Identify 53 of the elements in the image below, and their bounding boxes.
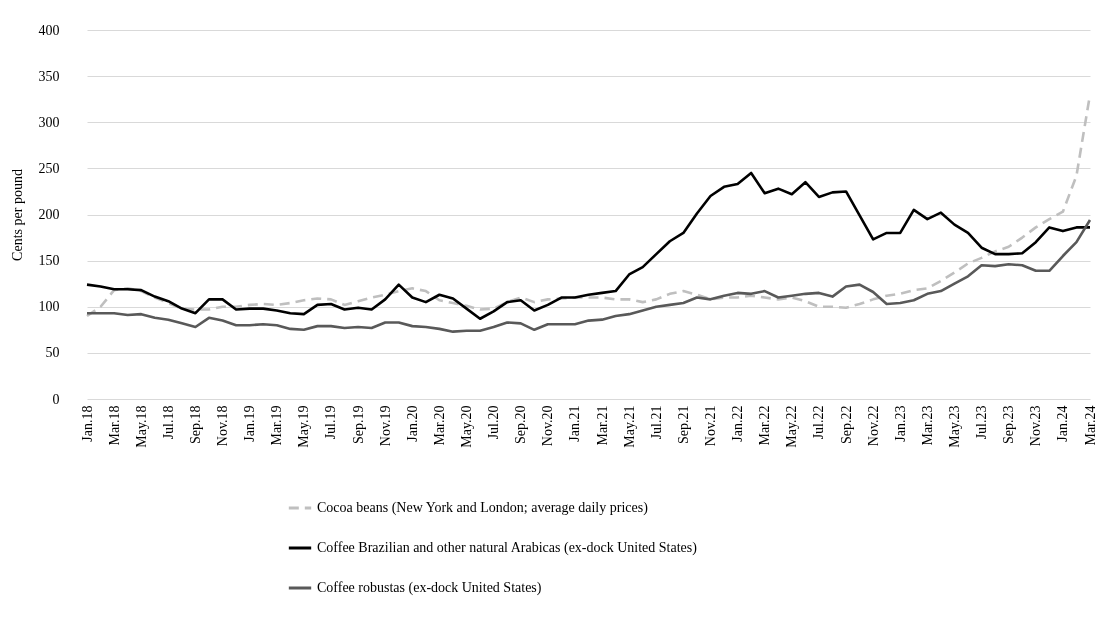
x-tick-label: Sep.18 bbox=[187, 405, 203, 444]
x-tick-label: Sep.20 bbox=[513, 405, 529, 444]
x-tick-label: Jan.19 bbox=[242, 405, 258, 442]
legend-label: Cocoa beans (New York and London; average daily prices) bbox=[317, 500, 649, 516]
x-tick-label: Jan.24 bbox=[1055, 405, 1071, 442]
y-tick-label: 0 bbox=[52, 391, 60, 407]
x-tick-label: Jan.21 bbox=[567, 405, 583, 442]
x-tick-label: Mar.24 bbox=[1082, 405, 1098, 446]
x-tick-label: Jul.22 bbox=[811, 405, 827, 440]
legend-label: Coffee Brazilian and other natural Arabicas (ex-dock United States) bbox=[317, 540, 698, 556]
x-tick-label: Sep.21 bbox=[675, 405, 691, 444]
y-tick-label: 350 bbox=[38, 68, 60, 84]
x-tick-label: May.21 bbox=[621, 405, 637, 448]
y-axis-title: Cents per pound bbox=[9, 169, 25, 261]
x-tick-label: May.20 bbox=[459, 405, 475, 448]
x-tick-label: May.23 bbox=[946, 405, 962, 448]
x-tick-label: Nov.22 bbox=[865, 405, 881, 447]
x-tick-label: Sep.23 bbox=[1001, 405, 1017, 444]
x-tick-label: Mar.21 bbox=[594, 405, 610, 446]
legend-label: Coffee robustas (ex-dock United States) bbox=[317, 580, 542, 596]
x-tick-label: Jul.23 bbox=[974, 405, 990, 440]
x-tick-label: Jan.23 bbox=[892, 405, 908, 442]
x-tick-label: Jan.18 bbox=[79, 405, 95, 442]
x-tick-label: Nov.23 bbox=[1028, 405, 1044, 447]
x-tick-label: Mar.18 bbox=[106, 405, 122, 446]
line-series bbox=[85, 171, 1092, 321]
x-tick-label: Jul.20 bbox=[486, 405, 502, 440]
x-tick-label: Nov.21 bbox=[702, 405, 718, 447]
x-tick-label: Mar.20 bbox=[431, 405, 447, 446]
x-tick-label: Mar.23 bbox=[919, 405, 935, 446]
x-tick-label: Nov.18 bbox=[215, 405, 231, 447]
x-tick-label: May.22 bbox=[784, 405, 800, 448]
x-tick-label: Jul.19 bbox=[323, 405, 339, 440]
x-tick-label: Mar.22 bbox=[757, 405, 773, 446]
line-series bbox=[85, 218, 1092, 333]
x-tick-label: Mar.19 bbox=[269, 405, 285, 446]
x-tick-label: Sep.22 bbox=[838, 405, 854, 444]
y-tick-label: 50 bbox=[45, 345, 60, 361]
x-tick-label: Jan.20 bbox=[404, 405, 420, 442]
y-tick-label: 250 bbox=[38, 160, 60, 176]
x-tick-label: Jul.18 bbox=[160, 405, 176, 440]
x-tick-label: Nov.20 bbox=[540, 405, 556, 447]
y-tick-label: 400 bbox=[38, 22, 60, 38]
y-tick-label: 150 bbox=[38, 253, 60, 269]
x-tick-label: Jul.21 bbox=[648, 405, 664, 440]
x-tick-label: Sep.19 bbox=[350, 405, 366, 444]
y-tick-label: 200 bbox=[38, 207, 60, 222]
x-tick-label: May.19 bbox=[296, 405, 312, 448]
x-tick-label: May.18 bbox=[133, 405, 149, 448]
x-tick-label: Nov.19 bbox=[377, 405, 393, 447]
x-tick-label: Jan.22 bbox=[730, 405, 746, 442]
y-tick-label: 100 bbox=[38, 299, 60, 315]
y-tick-label: 300 bbox=[38, 114, 60, 130]
